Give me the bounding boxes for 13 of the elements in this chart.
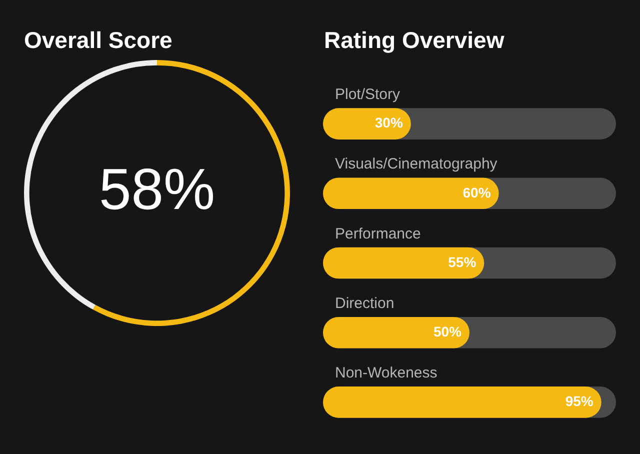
data-label: 50% — [433, 323, 462, 340]
data-label: 60% — [462, 184, 492, 200]
data-label: 58% — [98, 157, 216, 222]
category-label: Direction — [335, 294, 394, 312]
category-label: Non-Wokeness — [335, 364, 438, 382]
data-label: 30% — [374, 114, 404, 131]
category-label: Performance — [335, 225, 421, 242]
data-label: 55% — [448, 254, 477, 270]
data-label: 95% — [565, 393, 594, 410]
chart-title: Rating Overview — [324, 27, 504, 53]
category-label: Plot/Story — [335, 86, 400, 104]
chart-title: Overall Score — [24, 27, 172, 53]
category-label: Visuals/Cinematography — [335, 156, 498, 173]
